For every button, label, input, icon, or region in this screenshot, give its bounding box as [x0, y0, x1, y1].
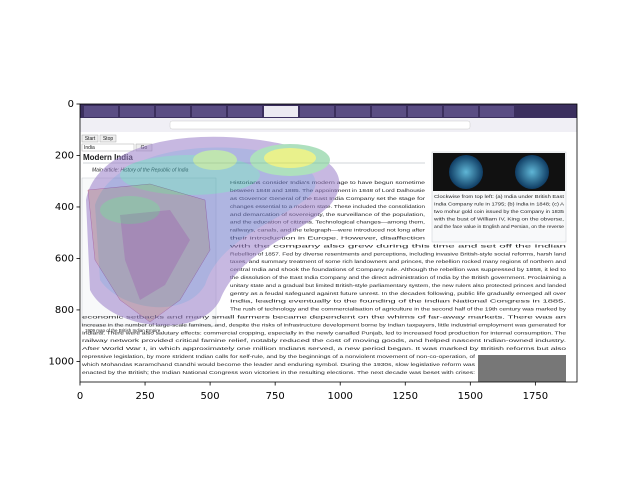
- y-tick-label: 200: [55, 150, 74, 161]
- tab: [408, 106, 442, 117]
- body-line: and demarcation of sovereignty, the surv…: [230, 212, 425, 217]
- heat-contour: [100, 196, 160, 224]
- body-line: unitary state and a gradual but limited …: [230, 283, 567, 288]
- body-line: enacted by the British; the Indian Natio…: [82, 370, 475, 375]
- gaze-heatmap: [86, 136, 340, 326]
- body-line: their introduction in Europe. However, d…: [230, 236, 426, 241]
- y-tick-label: 1000: [49, 356, 74, 367]
- body-line: repressive legislation, by more strident…: [82, 354, 476, 359]
- stop-button[interactable]: [99, 134, 117, 143]
- tab: [336, 106, 370, 117]
- y-tick-label: 600: [55, 253, 74, 264]
- heat-contour: [193, 150, 237, 170]
- tab: [192, 106, 226, 117]
- coin-caption: Clockwise from top left: (a) India under…: [434, 194, 565, 229]
- x-tick-label: 1500: [458, 391, 483, 402]
- tab: [120, 106, 154, 117]
- x-tick-label: 1250: [393, 391, 418, 402]
- tab: [84, 106, 118, 117]
- tab: [372, 106, 406, 117]
- x-tick-label: 1000: [327, 391, 352, 402]
- x-tick-label: 250: [136, 391, 155, 402]
- body-line: India, leading eventually to the foundin…: [230, 299, 566, 304]
- search-box[interactable]: [81, 143, 135, 152]
- body-line: increase in the number of large-scale fa…: [82, 322, 567, 327]
- start-button[interactable]: [81, 134, 99, 143]
- address-bar[interactable]: [169, 120, 471, 130]
- body-line: central India and shook the foundations …: [230, 267, 567, 272]
- x-tick-label: 750: [266, 391, 285, 402]
- tab: [480, 106, 514, 117]
- body-line: Rebellion of 1857. Fed by diverse resent…: [230, 251, 567, 256]
- tab-active[interactable]: [264, 106, 298, 117]
- ticks: 0 250 500 750 1000 1250 1500 1750 0 200 400 600 800 1…: [49, 99, 549, 402]
- map-caption: 1909 map of the British Indian Empire: [85, 328, 161, 333]
- heat-contour: [120, 155, 260, 195]
- body-line: railway network provided critical famine…: [82, 338, 566, 343]
- coin-caption-line: India Company rule in 1795; (b) India in…: [434, 202, 564, 207]
- y-tick-label: 800: [55, 305, 74, 316]
- tab: [300, 106, 334, 117]
- body-line: Indians. There were also salutary effect…: [82, 330, 567, 335]
- heat-peak: [264, 148, 316, 168]
- tab: [156, 106, 190, 117]
- body-line: taxes, and summary treatment of some ric…: [230, 259, 567, 264]
- y-tick-label: 0: [68, 99, 74, 110]
- axes-frame: [79, 103, 578, 383]
- body-line: the dissolution of the East India Compan…: [230, 275, 567, 280]
- coin-caption-line: and the face value in English and Persia…: [434, 224, 565, 229]
- button-label: Stop: [103, 136, 114, 142]
- x-tick-label: 500: [201, 391, 220, 402]
- y-tick-label: 400: [55, 202, 74, 213]
- x-tick-label: 0: [77, 391, 83, 402]
- tab: [228, 106, 262, 117]
- body-line: economic setbacks and many small farmers…: [82, 315, 567, 320]
- coin-caption-line: two mohur gold coin issued by the Compan…: [434, 209, 565, 214]
- coin-caption-line: Clockwise from top left: (a) India under…: [434, 194, 565, 199]
- body-line: with the company also grew during this t…: [230, 243, 567, 248]
- x-tick-label: 1750: [523, 391, 548, 402]
- tabs: [84, 106, 514, 117]
- coin: [449, 155, 483, 189]
- coin: [515, 155, 549, 189]
- screenshot: Start Stop India Go Modern India Main ar…: [80, 104, 577, 382]
- body-line: which Mohandas Karamchand Gandhi would b…: [82, 362, 476, 367]
- body-line: After World War I, in which approximatel…: [82, 346, 567, 351]
- photo: [478, 355, 566, 382]
- body-line: The rush of technology and the commercia…: [230, 307, 567, 312]
- tab: [444, 106, 478, 117]
- body-line: and the education of citizens. Technolog…: [230, 220, 425, 225]
- coin-caption-line: with the bust of William IV, King on the…: [434, 217, 564, 222]
- search-text: India: [84, 145, 95, 151]
- body-line: gentry as a feudal safeguard against fut…: [230, 291, 567, 296]
- body-line: railways, canals, and the telegraph—were…: [230, 228, 426, 233]
- section-heading: Modern India: [83, 153, 133, 162]
- button-label: Start: [85, 136, 96, 142]
